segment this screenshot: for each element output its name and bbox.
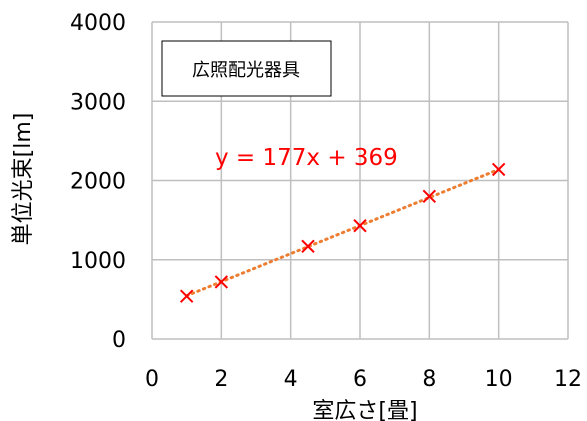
legend-box: 広照配光器具: [161, 40, 332, 97]
y-tick-label: 2000: [70, 170, 126, 195]
data-point-marker: [353, 218, 367, 233]
x-tick-label: 2: [214, 367, 228, 392]
trendline: [185, 167, 501, 298]
marker-stroke: [491, 162, 506, 177]
y-tick-label: 4000: [70, 11, 126, 36]
legend-label: 広照配光器具: [192, 60, 300, 81]
y-tick-labels: 0 1000 2000 3000 4000: [70, 11, 126, 353]
data-points: [179, 162, 506, 303]
marker-stroke: [353, 218, 367, 233]
y-tick-label: 0: [112, 328, 126, 353]
y-tick-label: 1000: [70, 249, 126, 274]
data-point-marker: [214, 275, 229, 289]
data-point-marker: [422, 189, 437, 204]
y-axis-title: 単位光束[lm]: [11, 113, 36, 246]
x-tick-label: 6: [353, 367, 367, 392]
legend-frame: [161, 40, 332, 97]
y-tick-label: 3000: [70, 90, 126, 115]
trendline-equation: y = 177x + 369: [215, 145, 398, 171]
x-tick-label: 8: [422, 367, 436, 392]
x-tick-label: 12: [554, 367, 582, 392]
marker-stroke: [214, 275, 229, 289]
marker-stroke: [422, 189, 437, 204]
x-tick-label: 0: [145, 367, 159, 392]
marker-stroke: [179, 289, 194, 303]
x-tick-labels: 0 2 4 6 8 10 12: [145, 367, 582, 392]
x-tick-label: 10: [485, 367, 513, 392]
x-tick-label: 4: [284, 367, 298, 392]
marker-stroke: [301, 239, 315, 253]
data-point-marker: [179, 289, 194, 303]
data-point-marker: [491, 162, 506, 177]
trendline-group: [185, 167, 501, 298]
x-axis-title: 室広さ[畳]: [312, 399, 417, 421]
data-point-marker: [301, 239, 315, 253]
